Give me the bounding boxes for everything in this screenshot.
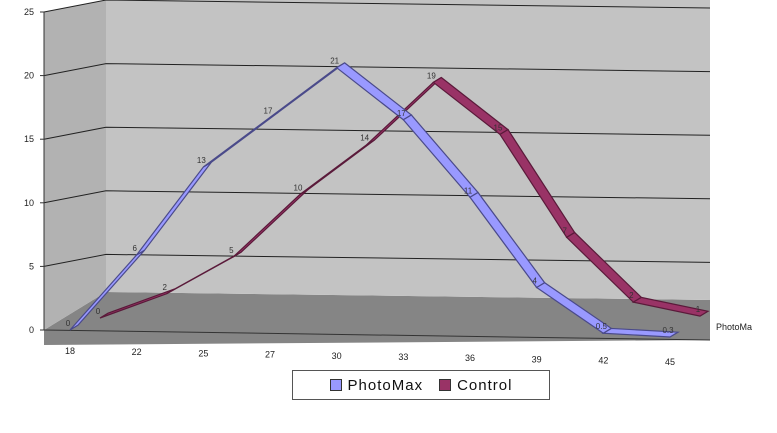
x-axis-line	[43, 329, 711, 341]
x-tick-label: 25	[198, 348, 208, 358]
data-label-photomax: 17	[397, 109, 406, 118]
legend: PhotoMax Control	[292, 370, 550, 400]
data-label-control: 19	[427, 71, 436, 80]
data-label-photomax: 11	[464, 186, 473, 195]
gridline	[43, 253, 711, 267]
data-label-control: 1	[696, 305, 701, 314]
chart-back-wall	[106, 0, 710, 300]
x-tick-label: 30	[332, 351, 342, 361]
data-label-control: 15	[494, 123, 503, 132]
x-tick-label: 45	[665, 357, 675, 367]
x-tick-label: 18	[65, 346, 75, 356]
y-tick-label: 15	[24, 134, 34, 144]
gridline	[43, 0, 711, 13]
data-label-control: 10	[294, 183, 303, 192]
data-label-control: 7	[562, 226, 567, 235]
legend-swatch-control	[439, 379, 452, 391]
legend-label-photomax: PhotoMax	[347, 376, 424, 394]
y-tick-label: 25	[24, 7, 34, 17]
series-segment-photomax	[601, 327, 680, 338]
data-label-photomax: 4	[532, 277, 537, 286]
data-label-photomax: 0	[66, 319, 71, 328]
data-label-control: 2	[629, 291, 634, 300]
y-tick-label: 20	[24, 71, 34, 81]
x-tick-label: 39	[532, 354, 542, 364]
gridline	[43, 63, 711, 77]
chart-floor	[44, 292, 710, 345]
legend-item-control: Control	[439, 377, 512, 394]
data-label-photomax: 17	[264, 106, 273, 115]
x-tick-label: 33	[398, 352, 408, 362]
data-label-photomax: 0.5	[596, 322, 608, 331]
data-label-control: 14	[360, 134, 369, 143]
y-tick-label: 10	[24, 198, 34, 208]
legend-swatch-photomax	[329, 379, 342, 391]
chart-side-wall	[44, 0, 106, 330]
data-label-photomax: 21	[330, 57, 339, 66]
legend-label-control: Control	[457, 376, 513, 394]
data-label-control: 0	[96, 307, 101, 316]
x-tick-label: 36	[465, 353, 475, 363]
x-tick-label: 22	[132, 347, 142, 357]
y-tick-label: 0	[29, 325, 34, 335]
y-tick-labels: 0 5 10 15 20 25	[24, 7, 44, 335]
data-label-photomax: 0.3	[662, 326, 674, 335]
gridline	[43, 190, 711, 204]
x-tick-label: 27	[265, 350, 275, 360]
data-label-photomax: 13	[197, 156, 206, 165]
data-label-control: 2	[162, 283, 167, 292]
data-label-photomax: 6	[132, 244, 137, 253]
depth-axis-label: PhotoMa	[716, 322, 752, 332]
x-tick-labels: 18 22 25 27 30 33 36 39 42 45	[65, 346, 675, 367]
legend-item-photomax: PhotoMax	[329, 376, 424, 394]
y-tick-label: 5	[29, 261, 34, 271]
data-label-control: 5	[229, 246, 234, 255]
x-tick-label: 42	[598, 356, 608, 366]
series-segment-control	[631, 296, 710, 317]
